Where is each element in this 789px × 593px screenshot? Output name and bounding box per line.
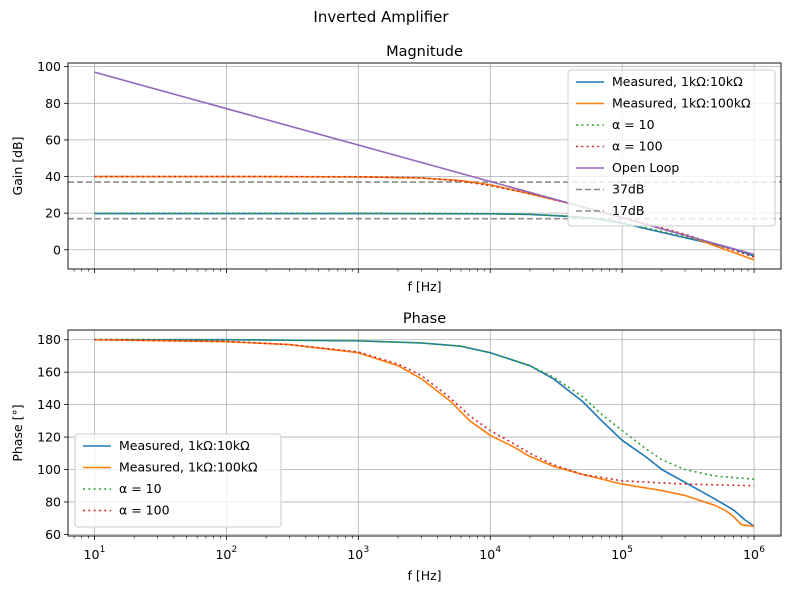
y-tick-label: 40 xyxy=(45,169,61,184)
legend-label: α = 100 xyxy=(119,503,170,518)
y-tick-label: 60 xyxy=(45,527,61,542)
x-tick-label: 10 xyxy=(743,547,759,562)
y-tick-label: 20 xyxy=(45,206,61,221)
legend-label: α = 10 xyxy=(612,117,655,132)
magnitude-axes: 0 20 40 60 80 100 Magnitude f [Hz] Gain [dB] Meas… xyxy=(10,44,782,294)
legend-box xyxy=(567,69,776,227)
axes-frame xyxy=(67,329,782,537)
legend-label: Measured, 1kΩ:10kΩ xyxy=(612,74,743,89)
legend-label: Measured, 1kΩ:10kΩ xyxy=(119,438,250,453)
x-tick-label: 10 xyxy=(347,547,363,562)
x-tick-exponent: 3 xyxy=(363,545,369,555)
x-axis-label: f [Hz] xyxy=(407,279,441,294)
x-axis-label: f [Hz] xyxy=(407,568,441,583)
x-tick-exponent: 1 xyxy=(100,545,106,555)
y-tick-label: 80 xyxy=(45,494,61,509)
legend-label: 37dB xyxy=(612,182,644,197)
x-tick-label: 10 xyxy=(215,547,231,562)
y-tick-label: 60 xyxy=(45,132,61,147)
plot-area xyxy=(94,338,755,528)
legend: Measured, 1kΩ:10kΩ Measured, 1kΩ:100kΩ α =… xyxy=(567,69,776,227)
y-tick-label: 120 xyxy=(37,430,61,445)
legend-box xyxy=(74,433,282,528)
y-tick-label: 0 xyxy=(53,242,61,257)
series-line-1 xyxy=(94,338,755,528)
y-tick-label: 160 xyxy=(37,365,61,380)
axes-frame xyxy=(67,62,782,270)
x-tick-label: 10 xyxy=(611,547,627,562)
legend-label: α = 10 xyxy=(119,481,162,496)
y-tick-label: 140 xyxy=(37,397,61,412)
figure-title: Inverted Amplifier xyxy=(313,8,449,26)
subplot-title: Magnitude xyxy=(386,44,463,60)
legend-label: α = 100 xyxy=(612,139,663,154)
x-tick-label: 10 xyxy=(479,547,495,562)
x-tick-exponent: 5 xyxy=(627,545,633,555)
y-tick-label: 80 xyxy=(45,96,61,111)
y-tick-label: 100 xyxy=(37,462,61,477)
series-line-3 xyxy=(94,338,755,487)
legend-label: Measured, 1kΩ:100kΩ xyxy=(612,96,751,111)
x-tick-label: 10 xyxy=(84,547,100,562)
legend-label: Open Loop xyxy=(612,160,679,175)
series-line-0 xyxy=(94,338,755,527)
subplot-title: Phase xyxy=(403,311,446,327)
y-tick-label: 180 xyxy=(37,332,61,347)
legend: Measured, 1kΩ:10kΩ Measured, 1kΩ:100kΩ α =… xyxy=(74,433,282,528)
legend-label: Measured, 1kΩ:100kΩ xyxy=(119,460,258,475)
legend-label: 17dB xyxy=(612,203,644,218)
y-axis-label: Phase [°] xyxy=(10,404,25,461)
x-tick-exponent: 2 xyxy=(232,545,238,555)
y-tick-label: 100 xyxy=(37,59,61,74)
x-tick-exponent: 6 xyxy=(759,545,765,555)
x-tick-exponent: 4 xyxy=(495,545,501,555)
y-axis-label: Gain [dB] xyxy=(10,137,25,196)
